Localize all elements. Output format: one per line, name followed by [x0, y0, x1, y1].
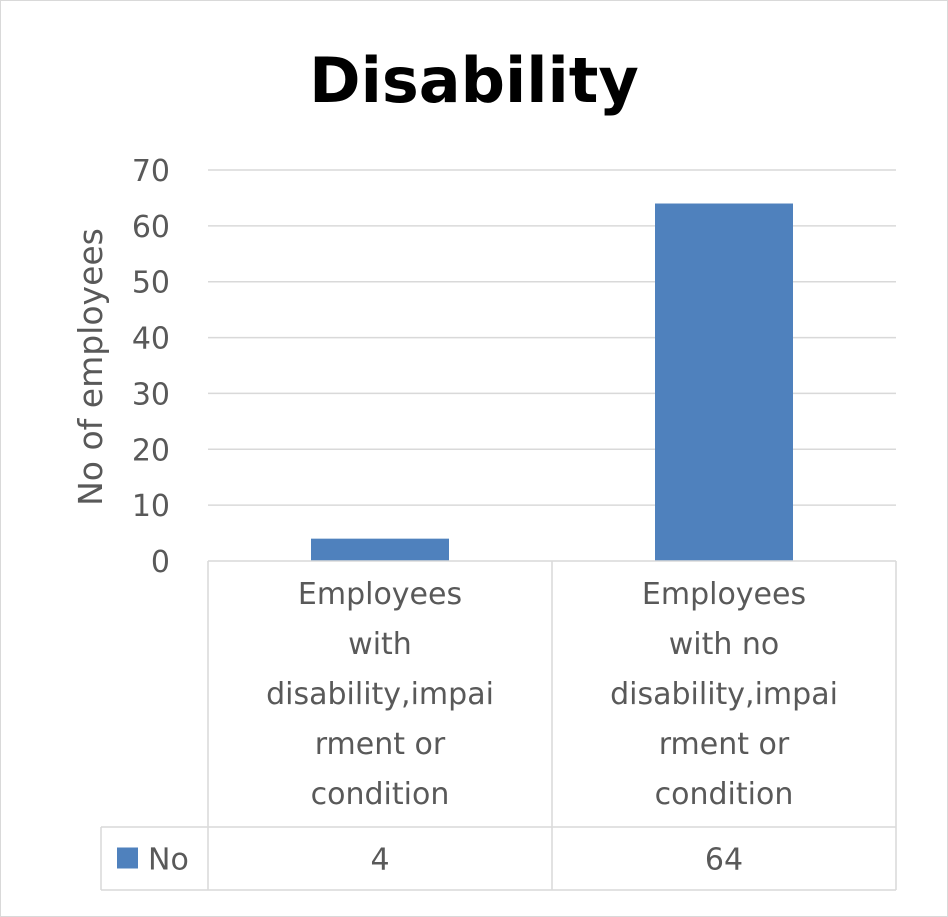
y-axis-ticks: 0 10 20 30 40 50 60 70 [132, 154, 170, 580]
y-tick-label: 10 [132, 489, 170, 524]
category-label-line: with [348, 627, 412, 662]
category-label-line: disability,impai [610, 677, 838, 712]
category-label: Employees with no disability,impai rment or… [610, 577, 838, 812]
y-tick-label: 60 [132, 210, 170, 245]
category-labels: Employees with disability,impai rment or con… [266, 577, 838, 812]
legend: No [117, 843, 189, 878]
y-tick-label: 30 [132, 377, 170, 412]
category-label-line: Employees [642, 577, 806, 612]
bar [311, 538, 449, 561]
category-label-line: condition [311, 777, 450, 812]
data-table: 4 64 [100, 560, 897, 891]
y-tick-label: 20 [132, 433, 170, 468]
category-label-line: disability,impai [266, 677, 494, 712]
category-label-line: with no [669, 627, 780, 662]
y-tick-label: 50 [132, 266, 170, 301]
bars [311, 203, 793, 561]
category-label: Employees with disability,impai rment or con… [266, 577, 494, 812]
category-label-line: rment or [315, 727, 446, 762]
y-tick-label: 40 [132, 322, 170, 357]
category-label-line: rment or [659, 727, 790, 762]
bar [655, 203, 793, 561]
y-axis-label: No of employees [71, 228, 110, 506]
table-value: 4 [370, 843, 389, 878]
y-tick-label: 70 [132, 154, 170, 189]
legend-swatch [117, 847, 138, 869]
table-value: 64 [705, 843, 743, 878]
chart-title: Disability [309, 44, 639, 117]
y-tick-label: 0 [151, 545, 170, 580]
legend-label: No [148, 843, 189, 878]
category-label-line: condition [655, 777, 794, 812]
category-label-line: Employees [298, 577, 462, 612]
